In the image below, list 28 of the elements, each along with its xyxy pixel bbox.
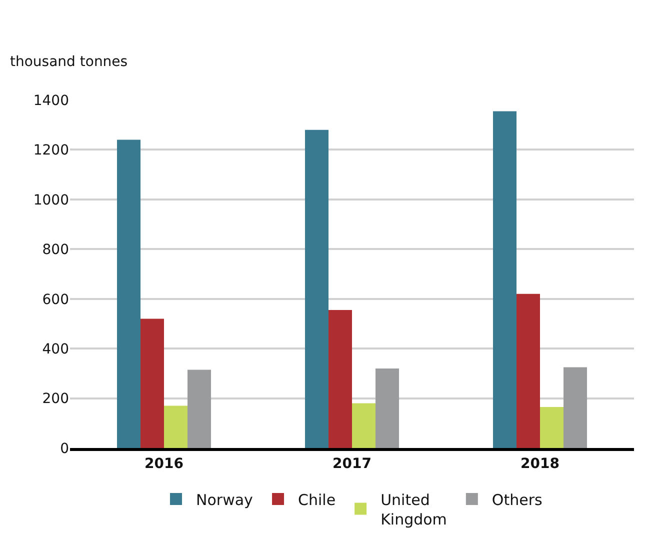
y-tick-label: 1400 (33, 92, 69, 109)
x-tick-label: 2017 (332, 456, 372, 472)
bar (352, 403, 376, 448)
bar (140, 318, 164, 448)
bar (540, 406, 564, 448)
y-tick-label: 600 (42, 292, 69, 308)
y-tick-label: 1000 (33, 192, 69, 208)
y-tick-label: 0 (60, 440, 69, 457)
bar (328, 310, 352, 448)
legend-label: Others (492, 490, 543, 509)
y-tick-label: 800 (42, 242, 69, 258)
bar (564, 367, 587, 448)
y-tick-label: 1200 (33, 142, 69, 159)
bar (305, 130, 328, 448)
legend-label: United Kingdom (380, 490, 447, 528)
x-tick-label: 2016 (144, 456, 184, 472)
y-tick-label: 400 (42, 341, 69, 358)
bar (493, 111, 516, 448)
y-tick-label: 200 (42, 391, 69, 408)
y-axis-title: thousand tonnes (10, 54, 128, 70)
bar (516, 294, 540, 448)
legend-label: Chile (298, 490, 336, 509)
bar (188, 370, 211, 448)
bar (164, 406, 188, 448)
bar (376, 368, 399, 448)
x-tick-label: 2018 (520, 456, 560, 472)
bar (117, 140, 140, 448)
legend-label: Norway (196, 490, 254, 509)
